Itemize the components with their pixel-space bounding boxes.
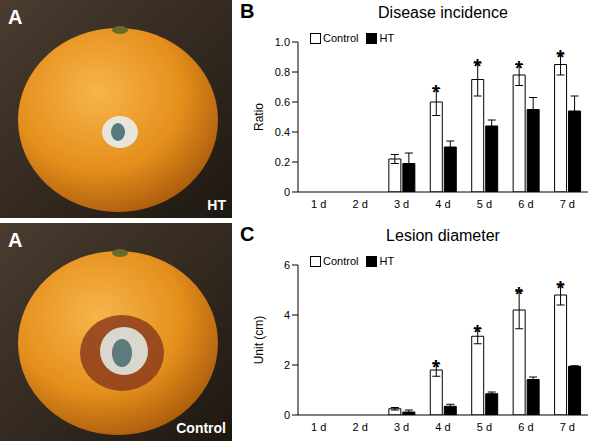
svg-text:A: A: [8, 6, 22, 28]
html-text:Control: Control: [323, 255, 359, 267]
svg-text:Control: Control: [176, 420, 226, 436]
svg-text:*: *: [515, 283, 523, 305]
svg-text:0.2: 0.2: [275, 156, 290, 168]
svg-text:1 d: 1 d: [311, 198, 326, 210]
svg-text:Ratio: Ratio: [252, 103, 266, 131]
svg-text:*: *: [474, 321, 482, 343]
svg-text:HT: HT: [207, 197, 226, 213]
svg-text:6 d: 6 d: [518, 421, 533, 433]
svg-text:A: A: [8, 229, 22, 251]
svg-text:4: 4: [284, 309, 290, 321]
svg-text:*: *: [515, 57, 523, 79]
svg-text:4 d: 4 d: [435, 198, 450, 210]
svg-text:Unit (cm): Unit (cm): [252, 316, 266, 365]
svg-text:2 d: 2 d: [352, 198, 367, 210]
svg-text:5 d: 5 d: [477, 421, 492, 433]
svg-text:7 d: 7 d: [560, 421, 575, 433]
svg-text:*: *: [474, 55, 482, 77]
html-text:Control: Control: [323, 32, 359, 44]
svg-text:6: 6: [284, 259, 290, 271]
svg-text:2 d: 2 d: [352, 421, 367, 433]
svg-text:0: 0: [284, 409, 290, 421]
svg-text:5 d: 5 d: [477, 198, 492, 210]
svg-text:1 d: 1 d: [311, 421, 326, 433]
svg-text:0.8: 0.8: [275, 66, 290, 78]
svg-text:*: *: [432, 81, 440, 103]
svg-text:0: 0: [284, 186, 290, 198]
html-text:HT: HT: [379, 255, 395, 267]
svg-text:0.4: 0.4: [275, 126, 290, 138]
html-text:Lesion diameter: Lesion diameter: [386, 227, 500, 244]
svg-text:*: *: [556, 277, 564, 299]
html-text:Disease incidence: Disease incidence: [378, 4, 508, 21]
svg-text:3 d: 3 d: [394, 421, 409, 433]
html-text:C: C: [240, 223, 255, 245]
svg-text:*: *: [432, 356, 440, 378]
svg-text:2: 2: [284, 359, 290, 371]
svg-text:6 d: 6 d: [518, 198, 533, 210]
svg-text:4 d: 4 d: [435, 421, 450, 433]
svg-text:7 d: 7 d: [560, 198, 575, 210]
html-text:B: B: [240, 0, 255, 22]
svg-text:3 d: 3 d: [394, 198, 409, 210]
html-text:HT: HT: [379, 32, 395, 44]
svg-text:0.6: 0.6: [275, 96, 290, 108]
svg-text:*: *: [556, 46, 564, 68]
svg-text:1.0: 1.0: [275, 36, 290, 48]
